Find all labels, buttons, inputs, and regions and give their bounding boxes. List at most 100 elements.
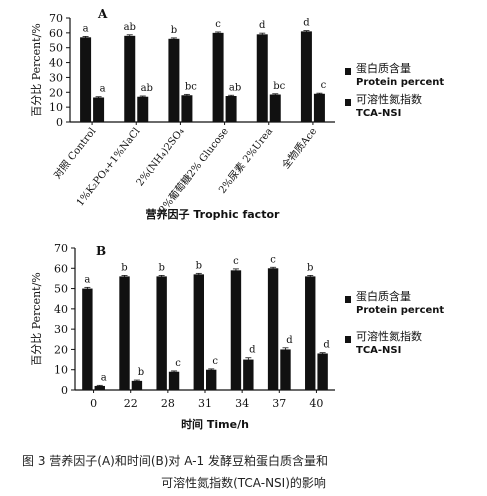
significance-label: c (215, 19, 221, 30)
bar-tca-nsi (280, 349, 291, 390)
x-tick-label: 37 (272, 397, 286, 410)
significance-label: b (121, 262, 127, 273)
significance-label: c (175, 358, 181, 369)
bar-tca-nsi (94, 385, 105, 390)
bar-tca-nsi (206, 369, 217, 390)
x-tick-label: 2%葡萄糖2% Glucose (156, 125, 231, 216)
bar-protein (305, 276, 316, 390)
significance-label: ab (124, 22, 136, 33)
bar-protein (267, 268, 279, 390)
y-axis-title: 百分比 Percent/% (30, 272, 43, 366)
x-tick-label: 22 (124, 397, 138, 410)
bar-tca-nsi (269, 94, 281, 122)
bar-tca-nsi (225, 96, 237, 122)
significance-label: b (158, 262, 164, 273)
legend-label-en: TCA-NSI (356, 345, 401, 356)
figure-caption-line-2: 可溶性氮指数(TCA-NSI)的影响 (161, 476, 326, 490)
bar-tca-nsi (181, 95, 193, 122)
legend-label-cn: 可溶性氮指数 (356, 92, 422, 106)
significance-label: a (84, 274, 90, 285)
bar-tca-nsi (317, 353, 328, 390)
significance-label: c (321, 80, 327, 91)
x-axis-title: 时间 Time/h (181, 417, 249, 431)
legend-label-en: TCA-NSI (356, 108, 401, 119)
bar-tca-nsi (168, 371, 180, 390)
significance-label: c (212, 356, 218, 367)
bar-protein (168, 38, 180, 122)
bar-protein (300, 31, 312, 122)
legend-swatch (345, 68, 351, 75)
significance-label: d (303, 18, 310, 29)
significance-label: b (307, 262, 313, 273)
significance-label: d (286, 335, 293, 346)
y-tick-label: 10 (54, 364, 68, 377)
significance-label: d (323, 340, 330, 351)
y-tick-label: 30 (49, 71, 63, 84)
x-axis-title: 营养因子 Trophic factor (146, 207, 280, 221)
panel-label: B (96, 244, 106, 258)
legend-label-en: Protein percent (356, 77, 444, 88)
bar-tca-nsi (243, 359, 254, 390)
x-tick-label: 31 (198, 397, 212, 410)
y-tick-label: 0 (61, 384, 68, 397)
significance-label: a (83, 23, 89, 34)
significance-label: d (249, 345, 256, 356)
significance-label: bc (273, 81, 285, 92)
bar-protein (82, 288, 93, 390)
bar-protein (124, 35, 136, 123)
y-tick-label: 40 (49, 57, 63, 70)
significance-label: bc (185, 81, 197, 92)
legend-label-en: Protein percent (356, 305, 444, 316)
legend-swatch (345, 296, 351, 303)
bar-protein (230, 270, 242, 390)
legend-swatch (345, 336, 351, 343)
significance-label: b (196, 260, 202, 271)
y-tick-label: 30 (54, 323, 68, 336)
legend-label-cn: 蛋白质含量 (356, 61, 411, 75)
y-axis-title: 百分比 Percent/% (30, 23, 43, 117)
x-tick-label: 34 (235, 397, 249, 410)
y-tick-label: 20 (49, 86, 63, 99)
significance-label: a (100, 84, 106, 95)
y-tick-label: 0 (56, 116, 63, 129)
significance-label: c (233, 256, 239, 267)
x-tick-label: 2%(NH₄)2SO₄ (135, 126, 187, 188)
y-tick-label: 70 (54, 242, 68, 255)
x-tick-label: 28 (161, 397, 175, 410)
y-tick-label: 50 (49, 42, 63, 55)
legend-swatch (345, 99, 351, 106)
bar-protein (193, 274, 204, 390)
bar-tca-nsi (137, 96, 149, 122)
y-tick-label: 50 (54, 283, 68, 296)
legend-label-cn: 可溶性氮指数 (356, 329, 422, 343)
bar-protein (212, 32, 224, 122)
significance-label: ab (229, 82, 241, 93)
bar-protein (80, 37, 92, 122)
x-tick-label: 全物质Ace (279, 125, 319, 171)
significance-label: c (270, 254, 276, 265)
y-tick-label: 20 (54, 343, 68, 356)
y-tick-label: 60 (49, 27, 63, 40)
y-tick-label: 10 (49, 101, 63, 114)
significance-label: ab (141, 83, 153, 94)
x-tick-label: 对照 Control (50, 125, 98, 181)
y-tick-label: 40 (54, 303, 68, 316)
bar-tca-nsi (313, 93, 325, 122)
bar-protein (156, 276, 167, 390)
significance-label: b (171, 25, 177, 36)
x-tick-label: 40 (309, 397, 323, 410)
bar-protein (119, 276, 130, 390)
x-tick-label: 0 (90, 397, 97, 410)
y-tick-label: 60 (54, 262, 68, 275)
legend-label-cn: 蛋白质含量 (356, 289, 411, 303)
y-tick-label: 70 (49, 12, 63, 25)
significance-label: a (101, 372, 107, 383)
significance-label: b (138, 367, 144, 378)
significance-label: d (259, 20, 266, 31)
panel-label: A (97, 7, 108, 21)
bar-tca-nsi (93, 97, 105, 122)
bar-protein (256, 34, 268, 122)
bar-tca-nsi (131, 380, 143, 390)
figure-caption-line-1: 图 3 营养因子(A)和时间(B)对 A-1 发酵豆粕蛋白质含量和 (22, 454, 328, 468)
